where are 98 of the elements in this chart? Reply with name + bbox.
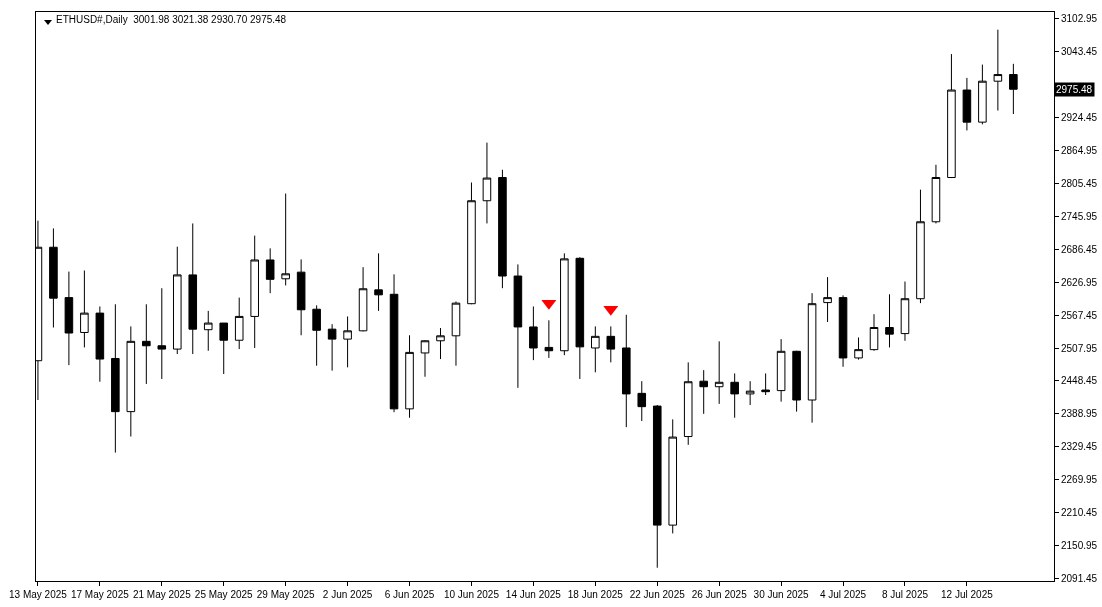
- candlestick: [854, 336, 863, 361]
- x-tick-label: 8 Jul 2025: [881, 589, 929, 600]
- candlestick: [126, 325, 136, 438]
- candlestick: [761, 372, 770, 396]
- candlestick: [451, 300, 461, 367]
- candlestick: [900, 281, 910, 342]
- candlestick: [312, 304, 321, 367]
- candlestick: [544, 319, 554, 359]
- candlestick: [823, 276, 832, 323]
- y-tick-label: 2150.95: [1061, 540, 1098, 552]
- candlestick: [64, 271, 74, 366]
- x-tick-label: 12 Jul 2025: [941, 589, 994, 600]
- y-tick-label: 2626.95: [1061, 276, 1098, 288]
- y-tick-label: 2924.45: [1061, 111, 1098, 123]
- candlestick: [296, 258, 306, 336]
- x-tick-label: 29 May 2025: [256, 589, 315, 600]
- y-tick-label: 2686.45: [1061, 243, 1098, 255]
- candlestick: [374, 252, 383, 312]
- candlestick: [606, 325, 616, 363]
- x-tick-label: 6 Jun 2025: [384, 589, 435, 600]
- candlestick: [467, 181, 476, 305]
- y-tick-label: 2448.45: [1061, 375, 1098, 387]
- candlestick: [621, 314, 631, 428]
- candlestick: [203, 310, 213, 352]
- x-tick-label: 21 May 2025: [132, 589, 192, 600]
- x-tick-label: 26 Jun 2025: [691, 589, 748, 600]
- candlestick: [776, 338, 786, 403]
- y-tick-label: 2805.45: [1061, 177, 1098, 189]
- y-tick-label: 2091.45: [1061, 573, 1098, 585]
- candlestick: [637, 380, 647, 422]
- candlestick: [529, 305, 538, 361]
- candlestick: [947, 53, 956, 179]
- x-tick-label: 22 Jun 2025: [629, 589, 686, 600]
- candlestick: [699, 369, 708, 415]
- x-tick-label: 2 Jun 2025: [322, 589, 373, 600]
- y-tick-label: 3043.45: [1061, 46, 1098, 58]
- candlestick: [591, 325, 600, 373]
- y-tick-label: 2864.95: [1061, 144, 1098, 156]
- candlestick: [389, 273, 399, 413]
- candlestick: [172, 246, 182, 355]
- y-tick-label: 3102.95: [1061, 13, 1098, 25]
- chart-title: ETHUSD#,Daily 3001.98 3021.38 2930.70 2975.48: [56, 14, 287, 25]
- candlestick: [498, 169, 507, 289]
- candlestick: [95, 305, 105, 383]
- candlestick: [420, 339, 430, 378]
- candlestick: [142, 303, 151, 385]
- candlestick: [885, 293, 894, 348]
- candlestick: [730, 372, 739, 419]
- candlestick: [683, 361, 693, 446]
- y-tick-label: 2507.95: [1061, 342, 1098, 354]
- x-tick-label: 17 May 2025: [70, 589, 130, 600]
- candlestick: [482, 142, 492, 224]
- candlestick: [652, 404, 662, 569]
- candlestick: [157, 287, 167, 380]
- y-tick-label: 2567.45: [1061, 309, 1098, 321]
- y-tick-label: 2269.95: [1061, 474, 1098, 486]
- candlestick: [343, 315, 352, 368]
- candlestick: [575, 256, 585, 380]
- x-tick-label: 13 May 2025: [9, 589, 68, 600]
- x-tick-label: 14 Jun 2025: [505, 589, 562, 600]
- y-tick-label: 2388.95: [1061, 408, 1098, 420]
- x-tick-label: 18 Jun 2025: [567, 589, 624, 600]
- x-tick-label: 10 Jun 2025: [443, 589, 500, 600]
- candlestick: [265, 247, 275, 294]
- candlestick: [250, 235, 259, 349]
- candlestick: [962, 77, 972, 131]
- candlestick: [219, 322, 229, 375]
- candlestick: [281, 193, 290, 286]
- candlestick: [80, 269, 89, 348]
- candlestick: [49, 227, 58, 328]
- candlestick: [513, 263, 523, 389]
- y-tick-label: 2210.45: [1061, 507, 1098, 519]
- candlestick: [792, 350, 801, 413]
- candlestick: [869, 313, 879, 352]
- candlestick: [745, 380, 755, 406]
- candlestick: [931, 164, 941, 224]
- x-tick-label: 25 May 2025: [194, 589, 254, 600]
- y-tick-label: 2329.45: [1061, 441, 1098, 453]
- candlestick: [436, 327, 445, 360]
- candlestick: [560, 252, 569, 356]
- candlestick: [916, 189, 925, 304]
- x-tick-label: 30 Jun 2025: [753, 589, 810, 600]
- candlestick: [807, 292, 817, 424]
- annotation: 2975.48: [1056, 84, 1093, 95]
- candlestick: [358, 266, 368, 332]
- y-tick-label: 2745.95: [1061, 210, 1098, 222]
- candlestick: [668, 418, 678, 534]
- candlestick: [111, 303, 120, 454]
- candlestick: [327, 323, 337, 372]
- x-tick-label: 4 Jul 2025: [819, 589, 867, 600]
- candlestick: [978, 64, 987, 125]
- candlestick: [405, 334, 414, 419]
- candlestick: [993, 29, 1003, 112]
- candlestick: [234, 297, 244, 350]
- candlestick: [1009, 63, 1018, 115]
- candlestick: [838, 294, 848, 368]
- candlestick: [188, 222, 198, 355]
- candlestick: [714, 340, 724, 405]
